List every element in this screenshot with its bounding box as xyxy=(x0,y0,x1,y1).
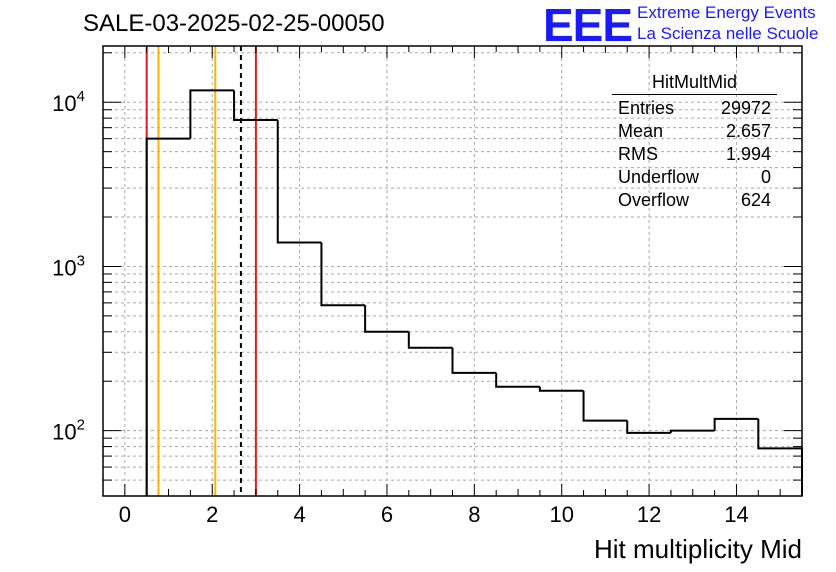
histogram-bin xyxy=(189,89,235,139)
stats-label: Entries xyxy=(618,98,675,118)
chart-title: SALE-03-2025-02-25-00050 xyxy=(83,10,385,37)
y-tick-label: 103 xyxy=(52,252,85,280)
histogram-bin xyxy=(451,347,497,374)
x-tick-label: 10 xyxy=(549,502,573,527)
stats-value: 1.994 xyxy=(725,144,771,164)
stats-row-mean: Mean 2.657 xyxy=(612,120,777,143)
histogram-bin xyxy=(145,137,191,496)
histogram-bin xyxy=(320,242,366,307)
stats-box: HitMultMid Entries 29972 Mean 2.657 RMS … xyxy=(612,72,777,212)
axes: 0 2 4 6 8 10 12 14 102 103 104 xyxy=(52,45,803,527)
x-tick-label: 14 xyxy=(724,502,748,527)
stats-label: Mean xyxy=(618,121,664,141)
x-tick-label: 6 xyxy=(381,502,393,527)
stats-value: 29972 xyxy=(720,98,771,118)
x-tick-label: 2 xyxy=(206,502,218,527)
stats-label: RMS xyxy=(618,144,658,164)
x-tick-label: 12 xyxy=(637,502,661,527)
eee-logo: EEE xyxy=(543,0,633,51)
histogram-series xyxy=(145,89,803,496)
stats-row-overflow: Overflow 624 xyxy=(612,189,777,212)
eee-tagline-2: La Scienza nelle Scuole xyxy=(637,24,819,43)
y-tick-label: 104 xyxy=(52,88,85,116)
stats-row-rms: RMS 1.994 xyxy=(612,143,777,166)
stats-value: 0 xyxy=(760,167,771,187)
stats-label: Overflow xyxy=(618,190,690,210)
grid-lines xyxy=(103,46,802,497)
histogram-bin xyxy=(626,420,671,434)
x-tick-label: 0 xyxy=(119,502,131,527)
histogram-bin xyxy=(538,386,584,392)
y-tick-label: 102 xyxy=(52,417,85,445)
histogram-bin xyxy=(582,390,628,422)
x-tick-label: 4 xyxy=(293,502,305,527)
histogram-bin xyxy=(233,90,278,121)
histogram-bin xyxy=(713,417,759,431)
x-tick-label: 8 xyxy=(468,502,480,527)
histogram-bin xyxy=(407,331,453,349)
histogram-bin xyxy=(669,429,715,433)
histogram-bin xyxy=(364,305,409,333)
stats-value: 624 xyxy=(740,190,771,210)
eee-tagline-1: Extreme Energy Events xyxy=(637,3,816,22)
stats-value: 2.657 xyxy=(725,121,771,141)
marker-lines xyxy=(145,46,257,496)
stats-row-underflow: Underflow 0 xyxy=(612,166,777,189)
x-axis-label: Hit multiplicity Mid xyxy=(593,534,802,564)
histogram-bin xyxy=(495,372,540,388)
stats-label: Underflow xyxy=(618,167,700,187)
stats-row-entries: Entries 29972 xyxy=(612,97,777,120)
histogram-bin xyxy=(276,119,322,244)
stats-title: HitMultMid xyxy=(612,72,777,95)
